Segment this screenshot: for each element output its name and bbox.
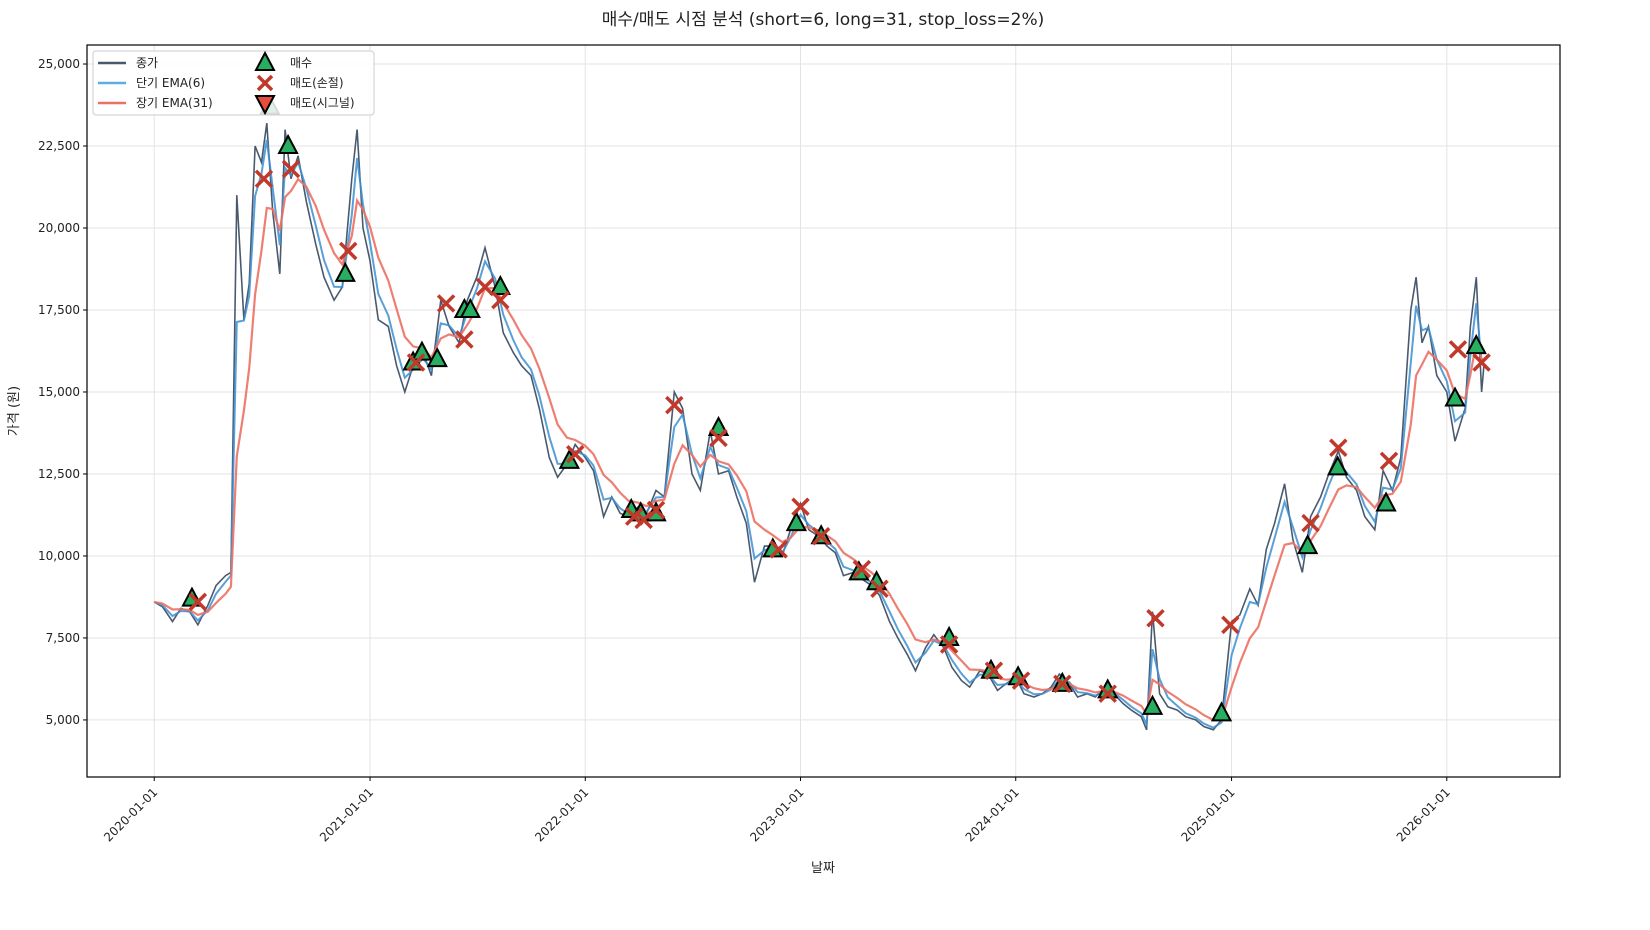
stoploss-sell-marker [406,353,426,372]
y-tick-label: 20,000 [38,221,80,235]
buy-marker [1444,386,1466,407]
y-tick-label: 10,000 [38,549,80,563]
stoploss-sell-marker [1329,438,1348,457]
stoploss-sell-marker [254,169,274,189]
legend-label: 장기 EMA(31) [136,96,213,110]
legend-swatch-triangle-icon [254,95,276,116]
stoploss-sell-marker [1098,684,1117,703]
plot-frame [86,44,1561,778]
stoploss-sell-marker [1053,674,1072,694]
x-tick-label: 2026-01-01 [1394,785,1453,844]
stoploss-sell-marker [455,330,474,349]
x-tick-label: 2021-01-01 [317,785,376,844]
buy-marker [1465,333,1487,355]
legend-label: 매도(손절) [290,76,344,90]
y-axis: 5,000 7,500 10,000 12,500 15,000 17,500 20,000… [38,57,87,727]
y-tick-label: 25,000 [38,57,80,71]
legend-swatch-x-icon [256,74,274,92]
y-tick-label: 15,000 [38,385,80,399]
legend-label: 매수 [290,56,312,70]
buy-marker [334,261,356,282]
long-ema-line [153,177,1485,722]
buy-marker [707,415,730,437]
legend-swatch-triangle-icon [254,50,276,71]
stoploss-sell-marker [281,159,301,179]
buy-marker [1210,701,1233,722]
buy-marker [489,274,512,296]
stoploss-sell-marker [1221,615,1240,635]
y-axis-label: 가격 (원) [7,386,22,436]
buy-marker [411,340,433,361]
series-layer [153,122,1485,731]
buy-marker [785,511,808,532]
buy-marker [1327,455,1349,476]
buy-marker [1141,694,1164,715]
y-tick-label: 12,500 [38,467,80,481]
stoploss-sell-marker [1472,353,1491,372]
stoploss-sell-marker [475,277,495,297]
stoploss-sell-marker [769,540,788,559]
y-tick-label: 22,500 [38,139,80,153]
chart-title: 매수/매도 시점 분석 (short=6, long=31, stop_loss… [602,10,1045,30]
y-tick-label: 7,500 [46,631,80,645]
stoploss-sell-marker [1448,340,1468,359]
markers-layer [181,94,1491,722]
stoploss-sell-marker [984,661,1004,680]
stoploss-sell-marker [811,527,831,546]
stoploss-sell-marker [1146,609,1165,628]
stoploss-sell-marker [870,579,889,598]
stoploss-sell-marker [188,592,208,612]
legend-label: 종가 [136,56,158,70]
y-tick-label: 5,000 [46,713,80,727]
buy-marker [459,297,481,318]
x-tick-label: 2025-01-01 [1178,785,1237,844]
stoploss-sell-marker [436,294,456,313]
stoploss-sell-marker [1011,671,1031,690]
y-tick-label: 17,500 [38,303,80,317]
stoploss-sell-marker [665,395,684,415]
legend-label: 단기 EMA(6) [136,76,205,90]
stoploss-sell-marker [1379,451,1399,471]
buy-marker [426,347,448,368]
x-tick-label: 2022-01-01 [532,785,591,844]
buy-marker [1375,491,1397,512]
stoploss-sell-marker [709,428,728,448]
x-tick-label: 2024-01-01 [963,785,1022,844]
stoploss-sell-marker [852,559,872,579]
x-tick-label: 2020-01-01 [101,785,160,844]
x-tick-label: 2023-01-01 [747,785,806,844]
stoploss-sell-marker [634,510,653,530]
stoploss-sell-marker [646,500,666,520]
x-axis-label: 날짜 [811,861,835,876]
x-axis: 2020-01-01 2021-01-01 2022-01-01 2023-01-01… [101,777,1453,844]
close-price-line [153,122,1485,731]
stoploss-sell-marker [791,497,810,517]
stoploss-sell-marker [338,241,358,261]
buy-marker [1296,533,1319,555]
grid [87,45,1560,777]
stoploss-sell-marker [939,635,959,654]
stoploss-sell-marker [1301,513,1320,533]
legend-box [92,50,375,116]
legend-label: 매도(시그널) [290,96,355,110]
stoploss-sell-marker [566,445,585,464]
buy-marker [277,133,299,155]
stoploss-sell-marker [491,290,510,310]
